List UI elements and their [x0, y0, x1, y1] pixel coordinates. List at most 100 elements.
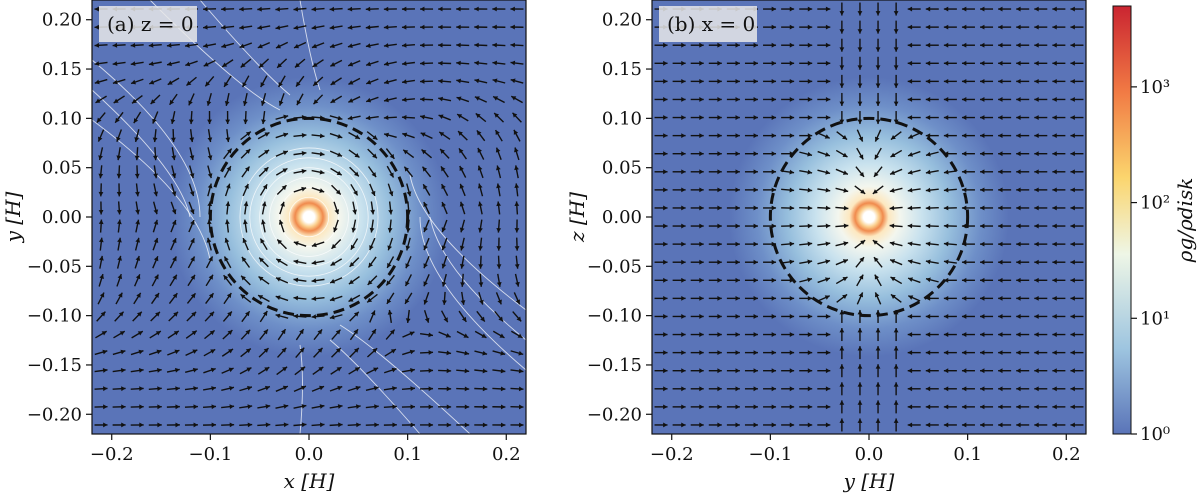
velocity-arrowhead: [1016, 422, 1021, 428]
velocity-arrowhead: [134, 173, 140, 179]
velocity-arrowhead: [223, 275, 229, 281]
velocity-arrowhead: [1016, 350, 1021, 356]
velocity-arrowhead: [961, 259, 967, 265]
y-tick-label: 0.15: [42, 59, 82, 80]
velocity-arrowhead: [401, 24, 407, 30]
velocity-arrowhead: [348, 98, 354, 103]
velocity-arrowhead: [239, 6, 244, 12]
velocity-arrowhead: [277, 63, 282, 68]
velocity-arrowhead: [907, 241, 913, 247]
velocity-arrowhead: [347, 6, 353, 12]
velocity-arrowhead: [907, 332, 913, 337]
velocity-arrowhead: [171, 209, 177, 215]
velocity-arrowhead: [717, 78, 722, 84]
velocity-arrowhead: [943, 422, 949, 428]
velocity-arrowhead: [518, 350, 524, 356]
velocity-arrowhead: [961, 422, 967, 428]
streamline: [249, 157, 369, 277]
velocity-arrowhead: [438, 60, 443, 66]
velocity-arrowhead: [1016, 60, 1021, 66]
velocity-arrowhead: [771, 386, 777, 392]
velocity-arrowhead: [275, 295, 281, 300]
velocity-arrowhead: [771, 277, 777, 283]
velocity-arrowhead: [192, 367, 198, 373]
velocity-arrowhead: [825, 205, 831, 211]
velocity-arrowhead: [857, 309, 863, 315]
velocity-arrowhead: [99, 274, 104, 279]
velocity-arrowhead: [807, 368, 813, 374]
velocity-arrowhead: [1034, 24, 1039, 30]
velocity-arrowhead: [893, 101, 899, 106]
y-tick-label: 0.05: [42, 158, 82, 179]
velocity-arrowhead: [224, 237, 230, 243]
velocity-arrowhead: [172, 293, 178, 299]
velocity-arrowhead: [789, 169, 795, 175]
velocity-arrowhead: [365, 115, 371, 121]
velocity-arrowhead: [313, 99, 319, 105]
velocity-arrowhead: [825, 368, 831, 374]
velocity-arrowhead: [464, 350, 470, 356]
streamline: [409, 174, 526, 311]
velocity-arrowhead: [1070, 115, 1075, 120]
velocity-arrowhead: [283, 114, 289, 120]
velocity-arrowhead: [1034, 187, 1039, 193]
velocity-arrowhead: [825, 6, 831, 12]
velocity-arrowhead: [893, 47, 899, 52]
velocity-arrowhead: [300, 366, 306, 372]
velocity-arrowhead: [961, 386, 967, 392]
velocity-arrowhead: [907, 24, 913, 30]
y-tick-label: 0.15: [602, 59, 642, 80]
velocity-arrowhead: [372, 135, 378, 140]
velocity-arrowhead: [925, 78, 931, 84]
velocity-arrowhead: [353, 329, 359, 335]
velocity-arrowhead: [699, 60, 704, 66]
velocity-arrowhead: [383, 43, 389, 48]
velocity-arrowhead: [1016, 205, 1021, 211]
velocity-arrowhead: [278, 100, 284, 106]
velocity-arrowhead: [263, 167, 269, 172]
velocity-arrowhead: [477, 165, 483, 171]
velocity-arrowhead: [663, 78, 668, 84]
velocity-arrowhead: [153, 173, 158, 179]
velocity-arrowhead: [663, 314, 668, 319]
velocity-arrowhead: [496, 227, 502, 233]
velocity-arrowhead: [441, 201, 447, 207]
panel-b-axes: −0.2 −0.1 0.0 0.1 0.2 −0.20 −0.15 −0.10 −0.05 0.0…: [587, 10, 1081, 465]
velocity-arrowhead: [961, 6, 967, 12]
velocity-arrowhead: [409, 331, 415, 336]
velocity-arrowhead: [789, 386, 795, 392]
velocity-arrowhead: [893, 65, 899, 70]
velocity-arrowhead: [476, 130, 482, 136]
velocity-arrowhead: [172, 238, 177, 244]
velocity-arrowhead: [998, 314, 1003, 319]
velocity-arrowhead: [384, 97, 389, 103]
velocity-arrowhead: [893, 11, 899, 16]
velocity-arrowhead: [889, 188, 895, 193]
velocity-arrowhead: [259, 257, 264, 263]
velocity-arrowhead: [514, 165, 519, 171]
velocity-arrowhead: [281, 347, 287, 353]
velocity-arrowhead: [699, 205, 704, 211]
velocity-arrowhead: [1016, 241, 1021, 247]
velocity-arrowhead: [329, 43, 335, 49]
velocity-arrowhead: [1052, 78, 1057, 84]
velocity-arrowhead: [167, 80, 173, 85]
velocity-arrowhead: [735, 295, 740, 301]
velocity-arrowhead: [96, 117, 102, 123]
velocity-arrowhead: [753, 295, 758, 301]
velocity-arrowhead: [839, 328, 845, 333]
velocity-arrowhead: [961, 314, 967, 319]
velocity-arrowhead: [842, 152, 848, 157]
velocity-arrowhead: [980, 24, 985, 30]
velocity-arrowhead: [155, 331, 161, 336]
velocity-arrowhead: [283, 404, 289, 409]
velocity-arrowhead: [186, 80, 192, 86]
velocity-arrowhead: [117, 237, 122, 243]
velocity-arrowhead: [153, 256, 159, 262]
velocity-arrowhead: [420, 96, 425, 102]
velocity-arrowhead: [842, 170, 848, 175]
velocity-arrowhead: [907, 259, 913, 265]
velocity-arrowhead: [943, 295, 949, 301]
velocity-arrowhead: [294, 62, 300, 68]
